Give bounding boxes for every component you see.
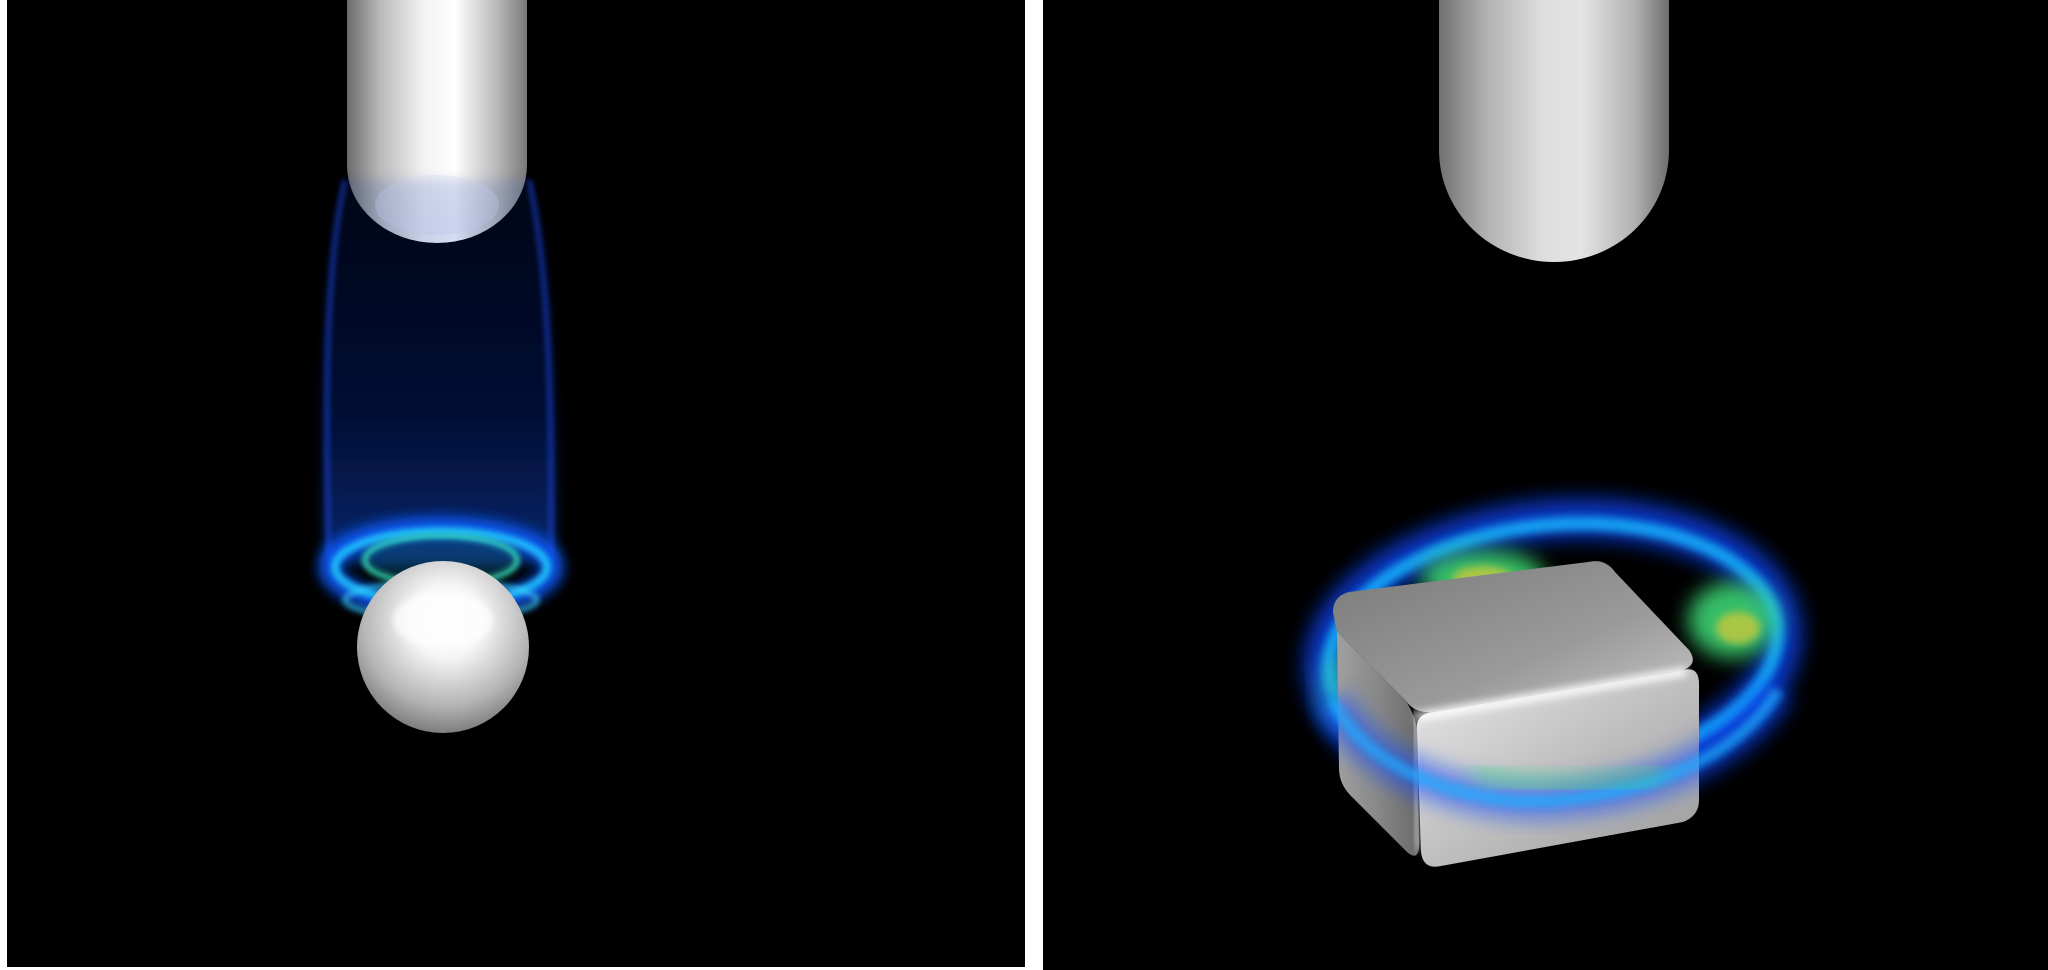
plasma-field-front (1316, 680, 1794, 820)
plasma-field (318, 179, 564, 621)
right-scene (1303, 0, 1803, 867)
left-render-panel (7, 0, 1025, 967)
left-scene (318, 0, 564, 733)
right-render-panel (1043, 0, 2048, 970)
sphere (357, 561, 529, 733)
rounded-cube (1333, 561, 1699, 867)
capsule-rod (1439, 0, 1669, 262)
